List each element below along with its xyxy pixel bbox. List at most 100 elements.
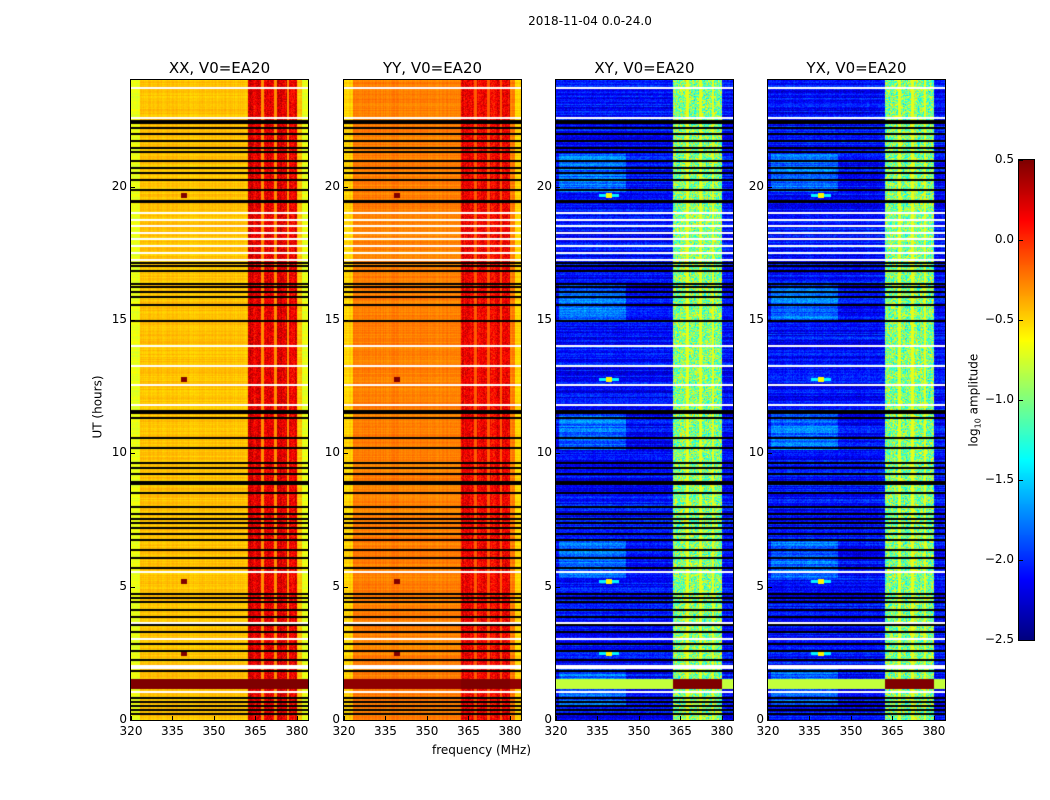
y-tick-label: 20	[324, 178, 340, 193]
y-tick-label: 15	[536, 312, 552, 326]
x-tick-label: 365	[457, 724, 480, 738]
y-tick-label: 0	[544, 712, 552, 726]
x-tick-mark	[768, 716, 769, 720]
y-tick-mark	[768, 720, 772, 721]
x-tick-mark	[892, 716, 894, 720]
heatmap-panel	[343, 79, 522, 721]
x-tick-label: 380	[710, 724, 734, 738]
y-tick-label: 15	[111, 312, 127, 326]
colorbar-tick-mark	[1019, 160, 1023, 161]
colorbar-tick-mark	[1019, 640, 1023, 641]
x-tick-mark	[597, 716, 599, 720]
y-tick-mark	[131, 586, 135, 588]
y-tick-mark	[556, 720, 560, 721]
panel-title: XX, V0=EA20	[168, 59, 271, 77]
heatmap-panel	[767, 79, 946, 721]
x-tick-mark	[213, 716, 215, 720]
y-tick-mark	[768, 320, 772, 321]
x-tick-label: 335	[374, 724, 397, 738]
figure-title: 2018-11-04 0.0-24.0	[528, 14, 652, 28]
y-tick-mark	[131, 453, 135, 455]
y-tick-mark	[131, 186, 135, 188]
x-tick-label: 380	[498, 724, 522, 738]
heatmap-cells	[344, 80, 521, 720]
x-tick-mark	[468, 716, 470, 720]
colorbar-tick-label: 0.5	[994, 152, 1014, 166]
colorbar-gradient	[1019, 160, 1034, 640]
x-tick-mark	[809, 716, 811, 720]
x-tick-label: 320	[332, 724, 356, 738]
y-axis-label: UT (hours)	[90, 375, 105, 439]
x-tick-label: 350	[202, 724, 226, 738]
y-tick-mark	[556, 453, 560, 455]
heatmap-panel	[555, 79, 734, 721]
x-tick-mark	[556, 716, 557, 720]
colorbar-tick-label: −2.5	[984, 632, 1014, 646]
x-tick-mark	[255, 716, 257, 720]
y-tick-mark	[131, 320, 135, 321]
colorbar-tick-mark	[1019, 320, 1023, 321]
y-tick-mark	[556, 186, 560, 188]
x-tick-label: 350	[627, 724, 651, 738]
panel-title: YY, V0=EA20	[382, 59, 483, 77]
colorbar	[1018, 159, 1035, 641]
colorbar-tick-label: −1.0	[984, 392, 1014, 406]
x-tick-label: 320	[119, 724, 143, 738]
x-tick-mark	[344, 716, 345, 720]
y-tick-mark	[768, 586, 772, 588]
x-tick-mark	[426, 716, 428, 720]
y-tick-mark	[768, 186, 772, 188]
y-tick-label: 10	[324, 445, 340, 460]
y-tick-label: 15	[324, 312, 340, 326]
x-tick-label: 380	[922, 724, 946, 738]
heatmap-cells	[131, 80, 308, 720]
y-tick-mark	[344, 453, 348, 455]
y-tick-label: 0	[332, 712, 340, 726]
x-tick-label: 320	[756, 724, 780, 738]
x-tick-mark	[131, 716, 132, 720]
colorbar-tick-mark	[1019, 400, 1023, 401]
y-tick-label: 10	[536, 445, 552, 460]
x-tick-mark	[933, 716, 935, 720]
colorbar-tick-mark	[1019, 480, 1023, 481]
y-tick-label: 15	[748, 312, 764, 326]
colorbar-tick-label: 0.0	[994, 232, 1014, 246]
y-tick-label: 5	[119, 578, 127, 593]
heatmap-cells	[556, 80, 733, 720]
y-tick-label: 0	[119, 712, 127, 726]
y-tick-mark	[344, 320, 348, 321]
x-tick-label: 335	[161, 724, 184, 738]
heatmap-cells	[768, 80, 945, 720]
y-tick-mark	[131, 720, 135, 721]
x-tick-mark	[385, 716, 387, 720]
y-tick-label: 10	[111, 445, 127, 460]
x-tick-mark	[721, 716, 723, 720]
x-axis-label: frequency (MHz)	[432, 743, 532, 757]
y-tick-mark	[556, 586, 560, 588]
colorbar-tick-mark	[1019, 240, 1023, 241]
x-tick-label: 350	[415, 724, 439, 738]
x-tick-label: 380	[285, 724, 309, 738]
x-tick-label: 365	[881, 724, 904, 738]
y-tick-mark	[344, 186, 348, 188]
x-tick-label: 365	[244, 724, 267, 738]
x-tick-mark	[850, 716, 852, 720]
colorbar-tick-mark	[1019, 560, 1023, 561]
x-tick-label: 350	[839, 724, 863, 738]
y-tick-mark	[768, 453, 772, 455]
y-tick-mark	[344, 586, 348, 588]
y-tick-label: 10	[748, 445, 764, 460]
y-tick-label: 5	[332, 578, 340, 593]
x-tick-mark	[638, 716, 640, 720]
colorbar-tick-label: −0.5	[984, 312, 1014, 326]
colorbar-tick-label: −2.0	[984, 552, 1014, 566]
colorbar-tick-label: −1.5	[984, 472, 1014, 486]
x-tick-label: 335	[586, 724, 609, 738]
y-tick-label: 5	[756, 578, 764, 593]
y-tick-mark	[556, 320, 560, 321]
panel-title: XY, V0=EA20	[594, 59, 695, 77]
y-tick-label: 5	[544, 578, 552, 593]
y-tick-label: 0	[756, 712, 764, 726]
panel-title: YX, V0=EA20	[806, 59, 907, 77]
